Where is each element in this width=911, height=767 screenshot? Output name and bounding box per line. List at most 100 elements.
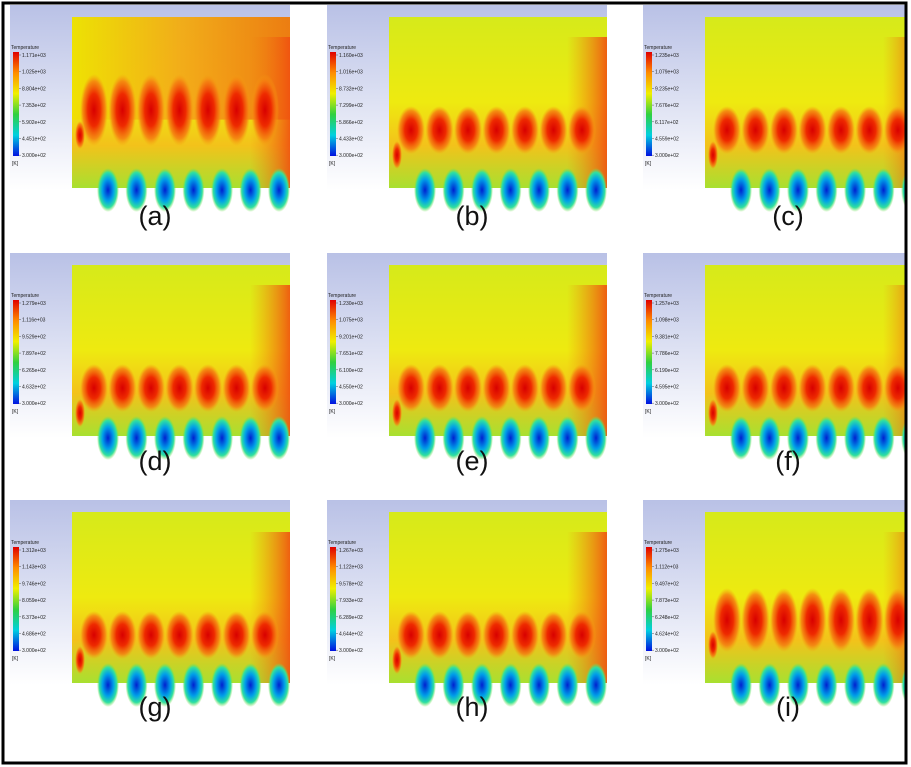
flame: [251, 74, 279, 146]
cold-jet: [730, 663, 752, 707]
side-flame: [75, 121, 85, 149]
legend-value: 1.098e+03: [655, 318, 679, 324]
flame: [137, 364, 165, 412]
legend-value: 3.000e+02: [655, 153, 679, 159]
legend-unit: [K]: [645, 409, 652, 415]
contour-panel: Temperature1.171e+031.025e+038.804e+027.…: [10, 5, 290, 212]
side-flame: [75, 646, 85, 674]
flame: [483, 106, 511, 154]
legend-value: 8.059e+02: [22, 598, 46, 604]
flame: [109, 364, 137, 412]
legend-value: 1.230e+03: [339, 301, 363, 307]
legend-value: 6.373e+02: [22, 615, 46, 621]
flame: [483, 364, 511, 412]
flame: [827, 588, 855, 652]
color-bar: [646, 52, 652, 156]
flame: [251, 611, 279, 659]
cold-jet: [873, 168, 895, 212]
legend-unit: [K]: [12, 409, 19, 415]
contour-panel: Temperature1.279e+031.116e+039.529e+027.…: [10, 253, 290, 460]
panel-caption: (i): [776, 692, 800, 722]
cold-jet: [528, 416, 550, 460]
legend-value: 3.000e+02: [22, 648, 46, 654]
legend-unit: [K]: [645, 161, 652, 167]
flame: [137, 611, 165, 659]
legend-value: 8.804e+02: [22, 86, 46, 92]
panels: Temperature1.171e+031.025e+038.804e+027.…: [10, 5, 911, 722]
cold-jet: [211, 168, 233, 212]
cold-jet: [844, 663, 866, 707]
contour-panel: Temperature1.275e+031.112e+039.497e+027.…: [643, 500, 911, 707]
side-flame: [708, 399, 718, 427]
legend-unit: [K]: [12, 161, 19, 167]
flame: [568, 106, 596, 154]
color-bar: [330, 52, 336, 156]
contour-field: [705, 17, 911, 188]
cold-jet: [585, 168, 607, 212]
flame: [770, 588, 798, 652]
contour-panel: Temperature1.160e+031.016e+038.732e+027.…: [327, 5, 607, 212]
legend-value: 1.312e+03: [22, 548, 46, 554]
cold-jet: [97, 416, 119, 460]
legend-value: 5.902e+02: [22, 120, 46, 126]
cold-jet: [844, 168, 866, 212]
cold-jet: [183, 663, 205, 707]
legend-value: 7.676e+02: [655, 103, 679, 109]
cold-jet: [844, 416, 866, 460]
flame: [540, 106, 568, 154]
legend-unit: [K]: [12, 656, 19, 662]
legend-value: 1.016e+03: [339, 70, 363, 76]
legend-title: Temperature: [11, 293, 39, 299]
flame: [454, 106, 482, 154]
legend-value: 4.550e+02: [339, 385, 363, 391]
legend-value: 6.289e+02: [339, 615, 363, 621]
legend-value: 1.275e+03: [655, 548, 679, 554]
side-flame: [708, 631, 718, 659]
legend-value: 7.933e+02: [339, 598, 363, 604]
flame: [166, 364, 194, 412]
color-bar: [330, 300, 336, 404]
panel-caption: (f): [775, 446, 800, 476]
cold-jet: [268, 168, 290, 212]
cold-jet: [730, 168, 752, 212]
flame: [568, 611, 596, 659]
cold-jet: [268, 416, 290, 460]
cold-jet: [240, 168, 262, 212]
legend-value: 1.079e+03: [655, 70, 679, 76]
legend-value: 1.112e+03: [655, 565, 679, 571]
cold-jet: [500, 416, 522, 460]
cold-jet: [268, 663, 290, 707]
legend-value: 1.143e+03: [22, 565, 46, 571]
cold-jet: [730, 416, 752, 460]
flame: [770, 106, 798, 154]
panel-caption: (b): [456, 201, 489, 231]
legend-value: 6.190e+02: [655, 368, 679, 374]
color-bar: [646, 300, 652, 404]
cold-jet: [528, 663, 550, 707]
legend-value: 5.866e+02: [339, 120, 363, 126]
flame: [827, 364, 855, 412]
legend-value: 7.353e+02: [22, 103, 46, 109]
legend-value: 4.559e+02: [655, 137, 679, 143]
flame: [568, 364, 596, 412]
contour-panel: Temperature1.267e+031.122e+039.578e+027.…: [327, 500, 607, 707]
flame: [166, 611, 194, 659]
side-flame: [392, 141, 402, 169]
cold-jet: [97, 663, 119, 707]
legend-value: 9.497e+02: [655, 581, 679, 587]
legend-title: Temperature: [328, 540, 356, 546]
flame: [856, 364, 884, 412]
right-edge: [250, 285, 290, 436]
cold-jet: [414, 168, 436, 212]
legend-value: 3.000e+02: [655, 401, 679, 407]
flame: [511, 106, 539, 154]
legend-value: 3.000e+02: [22, 401, 46, 407]
side-flame: [708, 141, 718, 169]
legend-value: 9.381e+02: [655, 334, 679, 340]
color-bar: [13, 300, 19, 404]
right-edge: [250, 532, 290, 683]
cold-jet: [873, 663, 895, 707]
color-bar: [13, 52, 19, 156]
flame: [742, 106, 770, 154]
flame: [397, 611, 425, 659]
